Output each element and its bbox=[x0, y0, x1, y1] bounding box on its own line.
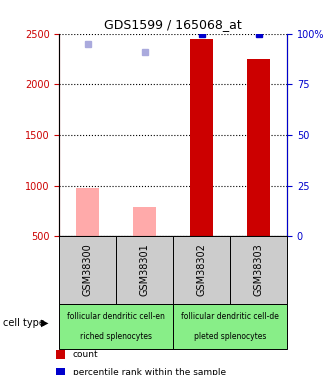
Text: GSM38303: GSM38303 bbox=[254, 244, 264, 296]
Text: ▶: ▶ bbox=[41, 318, 48, 327]
Text: follicular dendritic cell-en: follicular dendritic cell-en bbox=[67, 312, 165, 321]
Title: GDS1599 / 165068_at: GDS1599 / 165068_at bbox=[104, 18, 242, 31]
Bar bbox=[77, 188, 99, 236]
Text: percentile rank within the sample: percentile rank within the sample bbox=[73, 368, 226, 375]
Bar bbox=[116, 236, 173, 304]
Bar bbox=[59, 304, 173, 349]
Text: GSM38301: GSM38301 bbox=[140, 244, 150, 296]
Text: pleted splenocytes: pleted splenocytes bbox=[194, 332, 266, 340]
Text: follicular dendritic cell-de: follicular dendritic cell-de bbox=[181, 312, 279, 321]
Text: riched splenocytes: riched splenocytes bbox=[80, 332, 152, 340]
Text: cell type: cell type bbox=[3, 318, 45, 327]
Bar bbox=[247, 59, 270, 236]
Bar bbox=[190, 39, 213, 236]
Text: GSM38302: GSM38302 bbox=[197, 244, 207, 296]
Text: count: count bbox=[73, 350, 98, 359]
Text: GSM38300: GSM38300 bbox=[83, 244, 93, 296]
Bar bbox=[173, 304, 287, 349]
Bar bbox=[59, 236, 116, 304]
Bar bbox=[173, 236, 230, 304]
Bar bbox=[133, 207, 156, 236]
Bar bbox=[230, 236, 287, 304]
